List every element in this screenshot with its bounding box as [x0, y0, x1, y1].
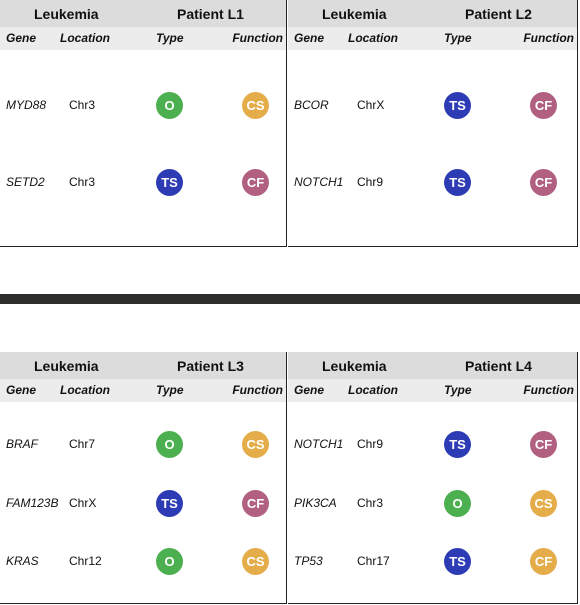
location: Chr17	[357, 554, 390, 568]
location: Chr3	[69, 175, 96, 189]
location: Chr9	[357, 175, 384, 189]
function-badge: CF	[242, 169, 269, 196]
gene: TP53	[294, 554, 323, 568]
panel-border	[288, 603, 578, 604]
gene: PIK3CA	[294, 495, 337, 510]
panel-border	[577, 352, 578, 603]
function-badge: CF	[530, 92, 557, 119]
column-header: Function	[523, 383, 574, 397]
function-badge: CS	[530, 489, 557, 517]
location: Chr9	[357, 437, 384, 451]
function-badge: CS	[242, 431, 269, 458]
location: ChrX	[69, 495, 97, 510]
panel-border	[0, 603, 287, 604]
gene: BCOR	[294, 98, 329, 112]
type-badge: TS	[444, 169, 471, 196]
type-badge: TS	[444, 92, 471, 119]
type-badge: O	[444, 489, 471, 517]
gene: MYD88	[6, 98, 47, 112]
subheader-row	[288, 27, 578, 50]
column-header: Function	[523, 31, 574, 45]
disease-title: Leukemia	[34, 6, 99, 22]
type-badge: TS	[156, 489, 183, 517]
header-row	[288, 352, 578, 379]
function-badge: CF	[530, 431, 557, 458]
gene: BRAF	[6, 437, 39, 451]
subheader-row	[0, 379, 287, 402]
column-header: Function	[232, 31, 283, 45]
column-header: Type	[156, 383, 184, 397]
function-badge: CF	[530, 548, 557, 575]
patient-title: Patient L1	[177, 6, 244, 22]
subheader-row	[0, 27, 287, 50]
panel-border	[0, 246, 287, 247]
patient-title: Patient L4	[465, 358, 532, 374]
separator-bar	[0, 294, 580, 304]
panel-border	[286, 352, 287, 603]
panel-border	[286, 0, 287, 246]
column-header: Gene	[294, 31, 325, 45]
location: ChrX	[357, 98, 385, 112]
header-row	[288, 0, 578, 27]
type-badge: TS	[444, 431, 471, 458]
function-badge: CF	[242, 489, 269, 517]
gene: NOTCH1	[294, 175, 344, 189]
column-header: Type	[156, 31, 184, 45]
panel-border	[577, 0, 578, 246]
location: Chr3	[357, 495, 384, 510]
location: Chr7	[69, 437, 96, 451]
panel-border	[288, 246, 578, 247]
type-badge: TS	[444, 548, 471, 575]
gene: FAM123B	[6, 495, 59, 510]
subheader-row	[288, 379, 578, 402]
disease-title: Leukemia	[322, 6, 387, 22]
function-badge: CS	[242, 92, 269, 119]
patient-title: Patient L2	[465, 6, 532, 22]
type-badge: O	[156, 548, 183, 575]
column-header: Location	[348, 31, 398, 45]
gene: KRAS	[6, 554, 39, 568]
function-badge: CS	[242, 548, 269, 575]
patient-title: Patient L3	[177, 358, 244, 374]
type-badge: TS	[156, 169, 183, 196]
function-badge: CF	[530, 169, 557, 196]
gene: NOTCH1	[294, 437, 344, 451]
column-header: Type	[444, 31, 472, 45]
location: Chr12	[69, 554, 102, 568]
type-badge: O	[156, 431, 183, 458]
column-header: Function	[232, 383, 283, 397]
column-header: Location	[60, 31, 110, 45]
type-badge: O	[156, 92, 183, 119]
header-row	[0, 352, 287, 379]
column-header: Gene	[294, 383, 325, 397]
disease-title: Leukemia	[322, 358, 387, 374]
column-header: Location	[348, 383, 398, 397]
header-row	[0, 0, 287, 27]
gene: SETD2	[6, 175, 45, 189]
disease-title: Leukemia	[34, 358, 99, 374]
column-header: Location	[60, 383, 110, 397]
column-header: Gene	[6, 31, 37, 45]
location: Chr3	[69, 98, 96, 112]
column-header: Type	[444, 383, 472, 397]
column-header: Gene	[6, 383, 37, 397]
